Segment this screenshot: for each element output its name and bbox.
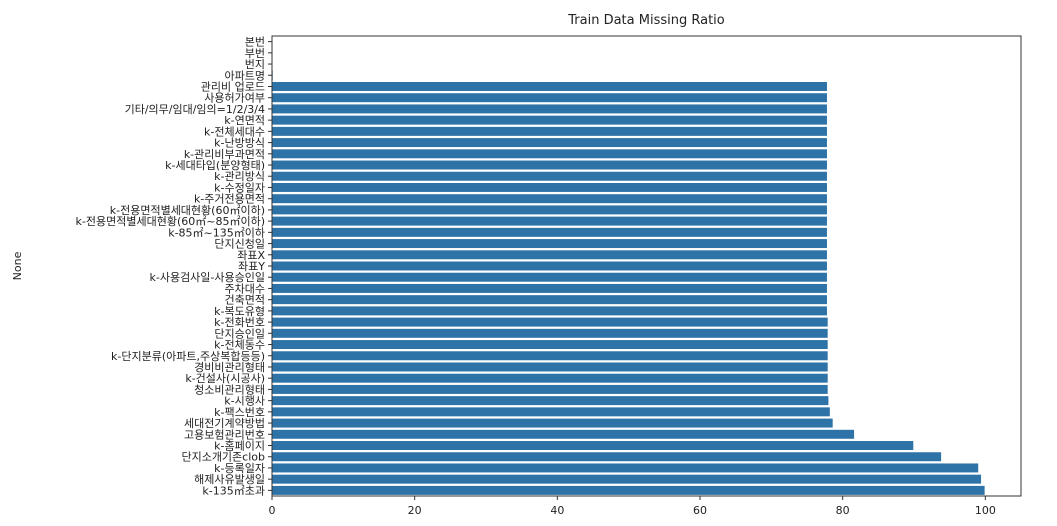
bar-38	[272, 463, 979, 473]
x-tick-label-0: 0	[269, 504, 276, 517]
y-tick-label-21: k-사용검사일-사용승인일	[149, 270, 265, 284]
bar-11	[272, 160, 827, 170]
y-tick-label-23: 건축면적	[225, 294, 265, 307]
bar-19	[272, 250, 827, 260]
bar-10	[272, 149, 827, 159]
bar-39	[272, 474, 982, 484]
plot-frame	[271, 35, 1022, 497]
y-tick-label-8: k-전체세대수	[204, 125, 265, 138]
bar-27	[272, 340, 828, 350]
y-tick-label-38: k-등록일자	[214, 461, 265, 475]
y-tick-label-6: 기타/의무/임대/임의=1/2/3/4	[125, 103, 265, 116]
bar-16	[272, 216, 827, 226]
y-tick-label-5: 사용허가여부	[204, 92, 265, 105]
y-tick-label-13: k-수정일자	[214, 180, 265, 194]
x-tick-label-3: 60	[693, 504, 707, 517]
y-tick-label-28: k-단지분류(아파트,주상복합등등)	[111, 350, 265, 363]
y-tick-label-14: k-주거전용면적	[194, 193, 265, 206]
y-tick-label-20: 좌표Y	[238, 260, 265, 273]
bar-35	[272, 429, 855, 439]
bar-22	[272, 283, 827, 293]
bar-20	[272, 261, 827, 271]
y-tick-label-32: k-시행사	[224, 395, 265, 408]
bar-25	[272, 317, 828, 327]
bar-6	[272, 104, 827, 114]
bar-18	[272, 239, 827, 249]
bar-4	[272, 82, 827, 91]
bar-37	[272, 452, 942, 462]
y-tick-label-18: 단지신청일	[214, 237, 265, 251]
bar-12	[272, 171, 827, 181]
y-tick-label-1: 부번	[245, 47, 265, 60]
y-tick-label-40: k-135㎡초과	[202, 484, 265, 497]
bar-34	[272, 418, 833, 428]
y-tick-label-15: k-전용면적별세대현황(60㎡이하)	[110, 203, 265, 217]
y-tick-label-2: 번지	[245, 58, 265, 71]
bars-group	[272, 70, 985, 495]
bar-36	[272, 441, 914, 450]
y-tick-label-36: k-홈페이지	[214, 439, 265, 453]
y-tick-label-27: k-전체동수	[214, 339, 265, 352]
bar-21	[272, 272, 827, 282]
y-tick-label-34: 세대전기계약방법	[184, 416, 265, 430]
bar-17	[272, 227, 827, 237]
x-tick-labels: 0 20 40 60 80 100	[269, 496, 996, 517]
y-tick-label-29: 경비비관리형태	[194, 361, 265, 374]
x-tick-label-2: 40	[550, 504, 564, 517]
bar-14	[272, 194, 827, 204]
bar-29	[272, 362, 828, 372]
bar-32	[272, 396, 829, 406]
bar-23	[272, 295, 827, 305]
bar-40	[272, 485, 985, 495]
y-tick-label-31: 청소비관리형태	[194, 383, 265, 396]
bar-26	[272, 328, 828, 338]
y-tick-label-35: 고용보험관리번호	[184, 428, 265, 441]
chart-title: Train Data Missing Ratio	[567, 13, 725, 28]
y-tick-label-4: 관리비 업로드	[201, 80, 265, 93]
y-tick-label-37: 단지소개기존clob	[181, 451, 265, 464]
y-tick-label-10: k-관리비부과면적	[184, 148, 265, 161]
y-tick-label-33: k-팩스번호	[214, 406, 265, 419]
bar-7	[272, 115, 827, 125]
y-tick-label-9: k-난방방식	[214, 137, 265, 150]
y-tick-label-7: k-연면적	[224, 114, 265, 127]
x-tick-label-1: 20	[408, 504, 422, 517]
y-axis-label: None	[11, 251, 24, 280]
bar-9	[272, 138, 827, 148]
y-tick-label-3: 아파트명	[225, 69, 265, 82]
bar-13	[272, 182, 827, 192]
x-tick-label-5: 100	[975, 504, 996, 517]
bar-28	[272, 351, 828, 361]
y-tick-label-19: 좌표X	[237, 249, 265, 262]
y-tick-label-22: 주차대수	[225, 282, 265, 295]
y-tick-label-11: k-세대타입(분양형태)	[165, 159, 265, 172]
y-tick-label-25: k-전화번호	[214, 316, 265, 329]
bar-8	[272, 126, 827, 136]
y-tick-label-30: k-건설사(시공사)	[185, 372, 265, 385]
y-tick-label-24: k-복도유형	[214, 305, 265, 318]
x-tick-label-4: 80	[836, 504, 850, 517]
y-tick-label-39: 해제사유발생일	[194, 472, 265, 486]
bar-24	[272, 306, 827, 316]
y-tick-label-12: k-관리방식	[214, 170, 265, 183]
bar-33	[272, 407, 830, 417]
bar-31	[272, 384, 828, 394]
bar-5	[272, 93, 827, 103]
y-tick-label-26: 단지승인일	[214, 326, 265, 340]
bar-30	[272, 373, 828, 383]
bar-15	[272, 205, 827, 215]
y-tick-label-16: k-전용면적별세대현황(60㎡~85㎡이하)	[76, 214, 265, 228]
y-tick-label-0: 본번	[245, 36, 265, 49]
y-tick-label-17: k-85㎡~135㎡이하	[168, 225, 265, 239]
